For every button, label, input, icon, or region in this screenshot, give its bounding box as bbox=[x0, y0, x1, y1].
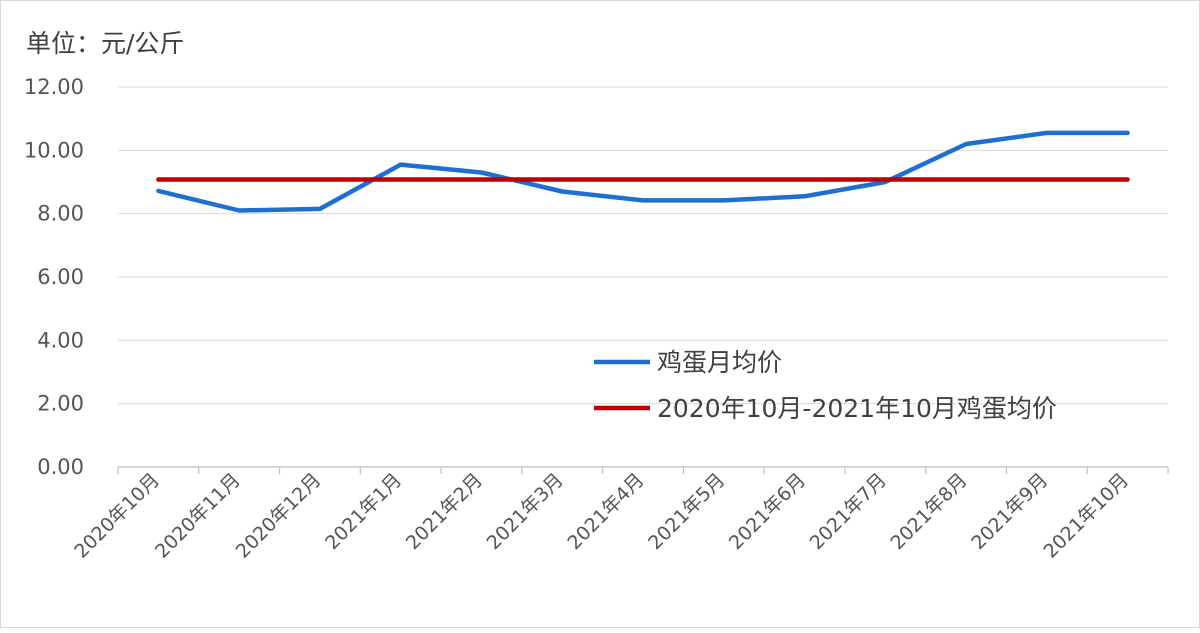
x-tick-label: 2021年8月 bbox=[886, 469, 971, 554]
x-tick-label: 2021年9月 bbox=[967, 469, 1052, 554]
series-lines bbox=[156, 130, 1130, 213]
y-axis-ticks: 0.00 2.00 4.00 6.00 8.00 10.00 12.00 bbox=[24, 75, 84, 479]
gridlines bbox=[118, 86, 1168, 405]
x-tick-label: 2021年3月 bbox=[483, 469, 568, 554]
y-tick-label: 6.00 bbox=[37, 265, 84, 289]
x-axis: 2020年10月2020年11月2020年12月2021年1月2021年2月20… bbox=[70, 466, 1169, 563]
x-tick-label: 2021年5月 bbox=[644, 469, 729, 554]
y-tick-label: 10.00 bbox=[24, 138, 84, 162]
x-tick-label: 2021年4月 bbox=[563, 469, 648, 554]
x-tick-label: 2021年10月 bbox=[1039, 469, 1133, 563]
x-tick-label: 2021年7月 bbox=[806, 469, 891, 554]
y-tick-label: 2.00 bbox=[37, 392, 84, 416]
legend-label-average-price: 2020年10月-2021年10月鸡蛋均价 bbox=[657, 394, 1057, 423]
y-tick-label: 12.00 bbox=[24, 75, 84, 99]
x-tick-label: 2021年6月 bbox=[725, 469, 810, 554]
legend: 鸡蛋月均价 2020年10月-2021年10月鸡蛋均价 bbox=[594, 348, 1057, 423]
series-line-monthly-price bbox=[156, 130, 1130, 213]
y-tick-label: 4.00 bbox=[37, 328, 84, 352]
legend-label-monthly-price: 鸡蛋月均价 bbox=[657, 348, 782, 377]
x-tick-label: 2020年12月 bbox=[232, 469, 326, 563]
y-tick-label: 8.00 bbox=[37, 202, 84, 226]
y-tick-label: 0.00 bbox=[37, 455, 84, 479]
x-tick-label: 2020年11月 bbox=[151, 469, 245, 563]
x-tick-label: 2021年2月 bbox=[402, 469, 487, 554]
unit-label: 单位：元/公斤 bbox=[26, 29, 184, 58]
x-tick-label: 2020年10月 bbox=[70, 469, 164, 563]
x-tick-label: 2021年1月 bbox=[321, 469, 406, 554]
